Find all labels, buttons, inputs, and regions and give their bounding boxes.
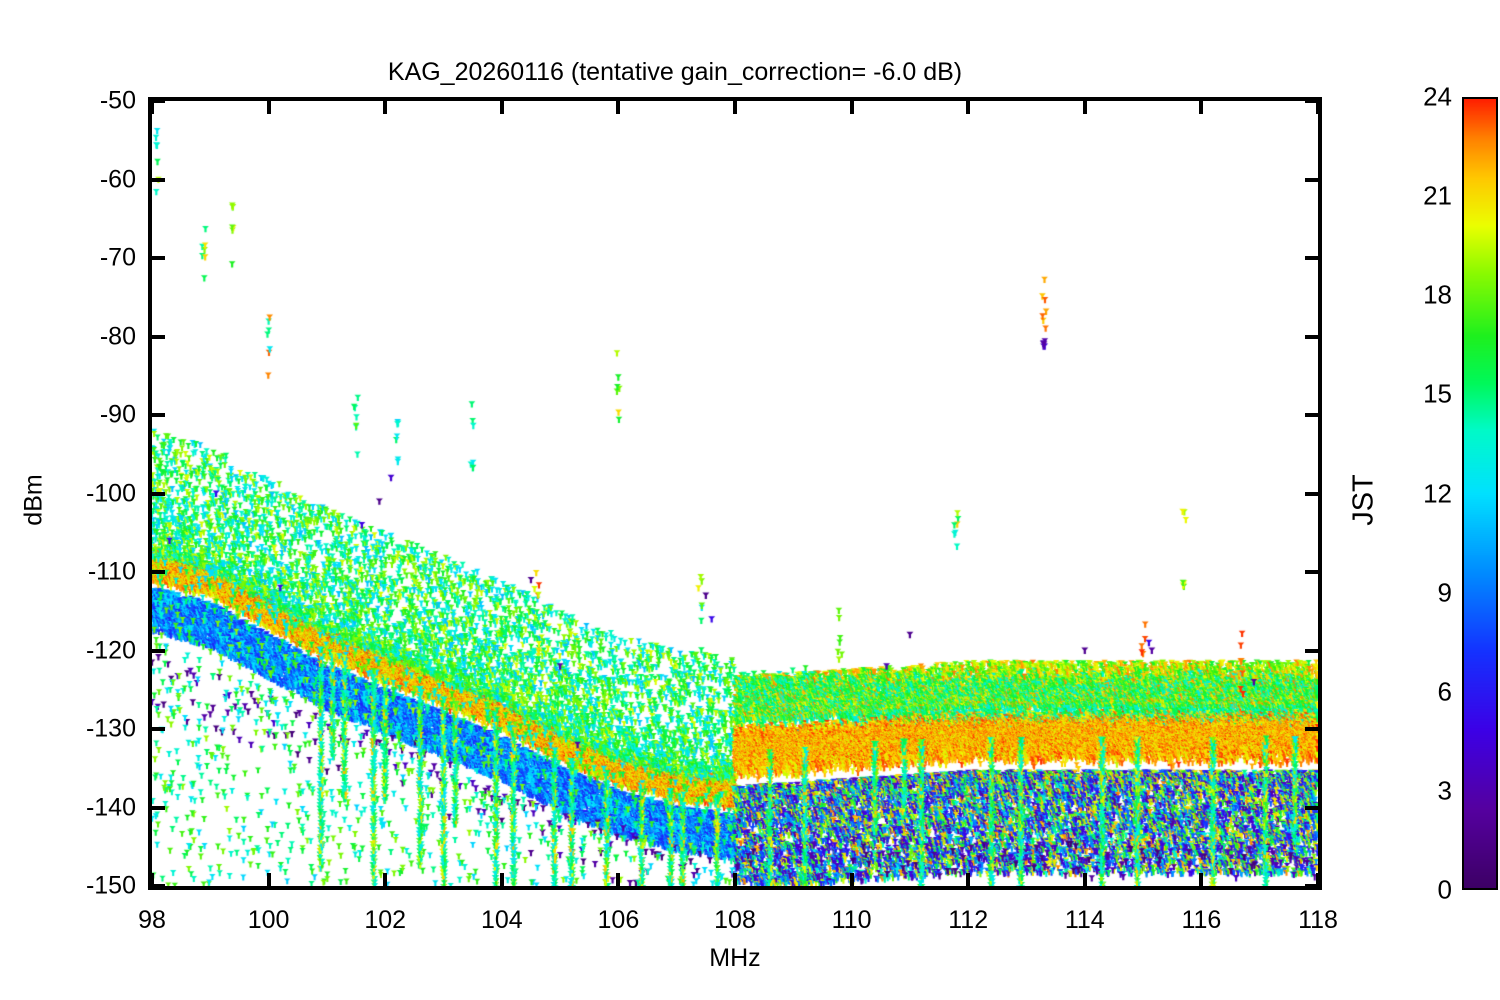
y-tick-mark — [152, 805, 165, 810]
colorbar-tick-label: 9 — [1437, 577, 1452, 608]
y-tick-mark — [152, 884, 165, 886]
x-tick-mark — [499, 101, 504, 114]
x-tick-label: 104 — [480, 906, 523, 934]
x-tick-mark — [966, 101, 971, 114]
colorbar-tick-label: 21 — [1423, 180, 1452, 211]
y-tick-mark — [152, 101, 165, 103]
x-axis-title: MHz — [709, 944, 761, 972]
y-tick-label: -140 — [85, 793, 136, 821]
x-tick-label: 110 — [831, 906, 872, 934]
colorbar-gradient — [1464, 99, 1496, 888]
colorbar-tick-label: 12 — [1423, 478, 1452, 508]
y-tick-mark — [1305, 334, 1318, 339]
y-axis-title-holder: dBm — [20, 0, 49, 1000]
x-tick-mark — [383, 873, 388, 886]
x-tick-mark — [1199, 101, 1204, 114]
x-tick-mark — [1082, 101, 1087, 114]
y-tick-label: -130 — [85, 714, 136, 743]
y-tick-label: -150 — [85, 871, 136, 900]
x-tick-mark — [733, 873, 737, 886]
y-axis-title: dBm — [19, 474, 48, 526]
colorbar — [1462, 97, 1498, 890]
y-tick-mark — [1305, 570, 1318, 574]
y-tick-mark — [1305, 256, 1318, 260]
y-tick-mark — [152, 334, 165, 339]
x-tick-label: 114 — [1064, 906, 1105, 934]
plot-area — [148, 97, 1322, 890]
y-tick-mark — [1305, 413, 1318, 417]
y-tick-label: -90 — [99, 400, 136, 429]
x-tick-mark — [266, 873, 271, 886]
y-tick-mark — [152, 648, 165, 653]
scatter-canvas — [152, 101, 1318, 886]
y-tick-mark — [152, 727, 165, 731]
colorbar-tick-label: 15 — [1423, 378, 1452, 409]
colorbar-tick-label: 0 — [1437, 874, 1452, 905]
x-tick-mark — [1316, 101, 1318, 114]
page-title: KAG_20260116 (tentative gain_correction=… — [387, 58, 963, 86]
y-tick-mark — [1305, 101, 1318, 103]
y-tick-mark — [152, 491, 165, 496]
y-tick-label: -110 — [87, 557, 136, 586]
y-tick-mark — [152, 570, 165, 574]
colorbar-tick-label: 6 — [1437, 676, 1452, 707]
y-tick-mark — [1305, 884, 1318, 886]
y-tick-mark — [152, 256, 165, 260]
x-tick-label: 116 — [1181, 906, 1222, 934]
x-tick-mark — [616, 101, 621, 114]
y-tick-label: -120 — [85, 636, 136, 664]
x-tick-mark — [616, 873, 621, 886]
x-tick-mark — [733, 101, 737, 114]
y-tick-label: -60 — [99, 165, 136, 193]
y-tick-mark — [152, 177, 165, 182]
colorbar-tick-label: 24 — [1423, 81, 1452, 112]
colorbar-title: JST — [1347, 474, 1380, 526]
y-tick-label: -50 — [99, 86, 136, 115]
y-tick-mark — [1305, 491, 1318, 496]
x-tick-mark — [849, 873, 854, 886]
x-tick-label: 98 — [138, 906, 166, 934]
x-tick-mark — [1199, 873, 1204, 886]
x-tick-label: 102 — [364, 906, 407, 934]
colorbar-tick-label: 3 — [1437, 775, 1452, 806]
y-tick-mark — [1305, 648, 1318, 653]
x-tick-label: 106 — [597, 906, 640, 934]
x-tick-mark — [1082, 873, 1087, 886]
y-tick-label: -80 — [99, 322, 136, 350]
x-tick-label: 118 — [1298, 906, 1338, 934]
x-tick-label: 112 — [948, 906, 989, 934]
y-tick-mark — [1305, 805, 1318, 810]
x-tick-mark — [152, 873, 154, 886]
x-tick-mark — [266, 101, 271, 114]
colorbar-tick-label: 18 — [1423, 279, 1452, 310]
y-tick-mark — [1305, 727, 1318, 731]
x-tick-mark — [849, 101, 854, 114]
x-tick-mark — [499, 873, 504, 886]
x-tick-label: 100 — [247, 906, 290, 934]
y-tick-mark — [152, 413, 165, 417]
x-tick-mark — [966, 873, 971, 886]
x-tick-mark — [383, 101, 388, 114]
x-tick-mark — [1316, 873, 1318, 886]
x-tick-label: 108 — [714, 906, 756, 934]
x-tick-mark — [152, 101, 154, 114]
y-tick-label: -70 — [99, 243, 136, 272]
y-tick-mark — [1305, 177, 1318, 182]
